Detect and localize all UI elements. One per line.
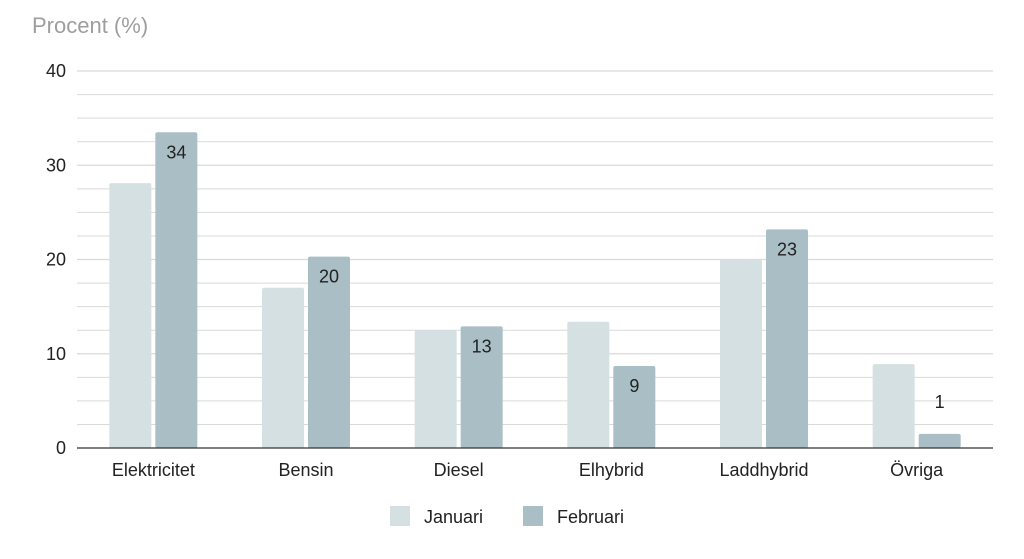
legend-label-februari: Februari xyxy=(557,507,624,527)
y-tick-label: 0 xyxy=(56,438,66,458)
bar-februari-5 xyxy=(918,433,961,448)
data-label: 34 xyxy=(166,142,186,162)
bar-februari-3 xyxy=(613,366,656,448)
x-category-label: Elektricitet xyxy=(112,460,195,480)
data-label: 9 xyxy=(629,376,639,396)
bar-januari-5 xyxy=(872,364,915,448)
x-category-label: Bensin xyxy=(278,460,333,480)
legend-label-januari: Januari xyxy=(424,507,483,527)
bar-januari-1 xyxy=(262,287,304,448)
data-label: 23 xyxy=(777,239,797,259)
y-tick-label: 40 xyxy=(46,61,66,81)
bar-januari-3 xyxy=(567,321,610,448)
y-axis-title: Procent (%) xyxy=(32,13,148,38)
y-tick-label: 20 xyxy=(46,250,66,270)
legend-swatch-februari xyxy=(523,506,543,526)
bar-februari-4 xyxy=(766,229,808,448)
data-label: 13 xyxy=(472,336,492,356)
data-label: 1 xyxy=(935,392,945,412)
legend-swatch-januari xyxy=(390,506,410,526)
y-axis-ticks: 0 10 20 30 40 xyxy=(46,61,66,458)
bar-februari-0 xyxy=(155,132,198,448)
bar-februari-2 xyxy=(460,326,503,448)
gridlines xyxy=(77,70,993,425)
y-tick-label: 30 xyxy=(46,155,66,175)
bar-januari-2 xyxy=(414,330,457,448)
legend: Januari Februari xyxy=(390,506,624,527)
bar-februari-1 xyxy=(308,256,350,448)
bar-januari-4 xyxy=(720,259,762,448)
bar-januari-0 xyxy=(109,183,152,448)
x-category-label: Elhybrid xyxy=(579,460,644,480)
y-tick-label: 10 xyxy=(46,344,66,364)
data-labels: 34 20 13 9 23 1 xyxy=(166,142,944,412)
x-category-label: Övriga xyxy=(890,460,944,480)
data-label: 20 xyxy=(319,267,339,287)
bars xyxy=(109,132,961,448)
category-labels: Elektricitet Bensin Diesel Elhybrid Laddhybr… xyxy=(112,460,944,480)
x-category-label: Diesel xyxy=(434,460,484,480)
x-category-label: Laddhybrid xyxy=(719,460,808,480)
